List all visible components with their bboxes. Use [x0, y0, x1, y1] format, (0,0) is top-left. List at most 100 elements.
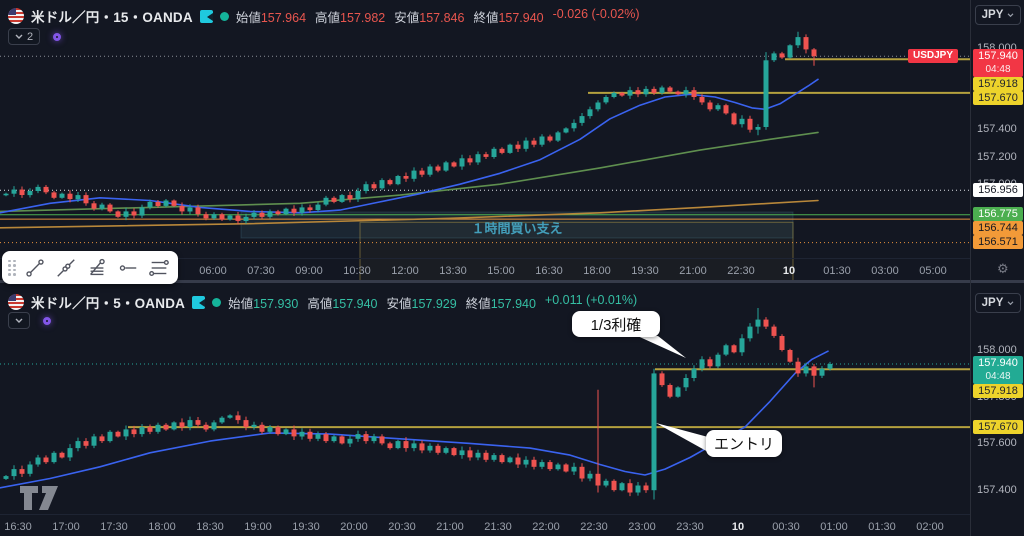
drawing-toolbar[interactable] — [2, 251, 178, 284]
fib-fan-tool[interactable] — [83, 254, 110, 282]
high-label: 高値 — [307, 296, 333, 311]
time-label: 10 — [782, 265, 796, 277]
badge-price: 157.670 — [978, 92, 1018, 104]
badge-price: 156.744 — [978, 222, 1018, 234]
level-badge-156571: 156.571 — [973, 235, 1023, 249]
change-value: +0.011 (+0.01%) — [544, 292, 638, 307]
fast-ma-blue — [0, 350, 829, 489]
level-badge-156744: 156.744 — [973, 221, 1023, 235]
time-label: 18:30 — [196, 521, 224, 533]
time-label: 01:30 — [823, 265, 851, 277]
ohlc-readout-5m: 始値157.930 高値157.940 安値157.929 終値157.940 … — [228, 293, 637, 312]
close-label: 終値 — [473, 10, 499, 25]
horizontal-ray-tool[interactable] — [114, 254, 141, 282]
badge-price: 157.670 — [978, 421, 1018, 433]
projection-box — [359, 221, 794, 282]
time-label: 21:00 — [679, 265, 707, 277]
time-label: 12:00 — [391, 265, 419, 277]
chevron-down-icon — [1007, 12, 1014, 17]
extended-line-icon — [57, 258, 75, 277]
indicator-logo-icon[interactable] — [43, 316, 51, 325]
price-tick: 157.400 — [977, 484, 1017, 496]
time-label: 21:30 — [484, 521, 512, 533]
last-price-badge-5m: 157.940 04:48 — [973, 356, 1023, 384]
market-open-icon — [212, 297, 222, 307]
usdjpy-flag-icon — [8, 8, 24, 24]
level-badge-156775: 156.775 — [973, 207, 1023, 221]
hourly-buy-support-band-label: １時間買い支え — [471, 221, 563, 236]
show-indicators-button[interactable] — [8, 312, 30, 329]
price-tick: 158.000 — [977, 344, 1017, 356]
last-price-badge-15m: 157.940 04:48 — [973, 49, 1023, 77]
take-profit-callout[interactable]: 1/3利確 — [572, 311, 660, 337]
candles-layer — [3, 308, 833, 500]
oanda-logo-icon — [199, 9, 213, 23]
chevron-down-icon — [1007, 300, 1014, 305]
time-label: 18:00 — [583, 265, 611, 277]
currency-dropdown-15m[interactable]: JPY — [975, 5, 1021, 25]
badge-price: 156.956 — [978, 184, 1018, 196]
high-value: 157.940 — [332, 296, 378, 311]
tradingview-logo[interactable] — [18, 483, 62, 513]
time-label: 09:00 — [295, 265, 323, 277]
low-value: 157.846 — [419, 10, 465, 25]
change-value: -0.026 (-0.02%) — [552, 6, 640, 21]
show-indicators-button[interactable]: 2 — [8, 28, 41, 45]
time-label: 18:00 — [148, 521, 176, 533]
price-tick: 157.600 — [977, 437, 1017, 449]
close-value: 157.940 — [498, 10, 544, 25]
badge-price: 157.918 — [978, 78, 1018, 90]
time-label: 16:30 — [535, 265, 563, 277]
pane2-legend-row — [8, 312, 51, 329]
slow-ma-green — [0, 131, 819, 213]
symbol-title-15m[interactable]: 米ドル／円・15・OANDA — [31, 10, 193, 25]
time-label: 22:00 — [532, 521, 560, 533]
time-axis-5m[interactable]: 16:30 17:00 17:30 18:00 18:30 19:00 19:30 20:00… — [0, 514, 970, 536]
pane1-header: 米ドル／円・15・OANDA 始値157.964 高値157.982 安値157… — [8, 7, 640, 25]
horizontal-ray-icon — [119, 264, 136, 271]
time-label: 17:00 — [52, 521, 80, 533]
parallel-lines-icon — [148, 259, 169, 276]
bar-countdown: 04:48 — [985, 64, 1011, 75]
badge-price: 157.940 — [978, 50, 1018, 62]
time-label: 03:00 — [871, 265, 899, 277]
fib-fan-icon — [89, 258, 105, 275]
trend-line-tool[interactable] — [22, 254, 49, 282]
time-label: 07:30 — [247, 265, 275, 277]
entry-callout[interactable]: エントリ — [706, 430, 782, 457]
pane-divider[interactable] — [0, 280, 1024, 283]
fast-ma-blue — [0, 78, 819, 214]
pane2-header: 米ドル／円・5・OANDA 始値157.930 高値157.940 安値157.… — [8, 293, 637, 311]
time-axis-15m[interactable]: 06:00 07:30 09:00 10:30 12:00 13:30 15:00 16:30… — [0, 258, 970, 280]
pane-5m-layer — [0, 308, 970, 500]
extended-line-tool[interactable] — [52, 254, 79, 282]
axis-settings-gear-icon[interactable]: ⚙ — [997, 261, 1009, 276]
chevron-down-icon — [15, 318, 23, 323]
usdjpy-flag-icon — [8, 294, 24, 310]
time-label: 05:00 — [919, 265, 947, 277]
time-label: 20:30 — [388, 521, 416, 533]
low-label: 安値 — [394, 10, 420, 25]
indicator-logo-icon[interactable] — [53, 32, 62, 41]
oanda-logo-icon — [192, 295, 206, 309]
time-label: 00:30 — [772, 521, 800, 533]
parallel-lines-tool[interactable] — [145, 254, 172, 282]
time-label: 19:30 — [631, 265, 659, 277]
level-badge-157918: 157.918 — [973, 384, 1023, 398]
market-open-icon — [219, 11, 229, 21]
drag-handle-icon[interactable] — [8, 259, 18, 276]
time-label: 10 — [731, 521, 745, 533]
price-scale-column[interactable]: JPY JPY 158.000157.800157.600157.400157.… — [970, 0, 1024, 536]
badge-price: 157.918 — [978, 385, 1018, 397]
currency-dropdown-5m[interactable]: JPY — [975, 293, 1021, 313]
price-tick: 157.400 — [977, 123, 1017, 135]
symbol-title-5m[interactable]: 米ドル／円・5・OANDA — [31, 296, 186, 311]
hidden-indicator-count: 2 — [27, 30, 34, 43]
low-value: 157.929 — [411, 296, 457, 311]
currency-label: JPY — [981, 297, 1004, 309]
badge-price: 156.571 — [978, 236, 1018, 248]
time-label: 19:30 — [292, 521, 320, 533]
chart-canvas[interactable] — [0, 0, 970, 536]
time-label: 10:30 — [343, 265, 371, 277]
